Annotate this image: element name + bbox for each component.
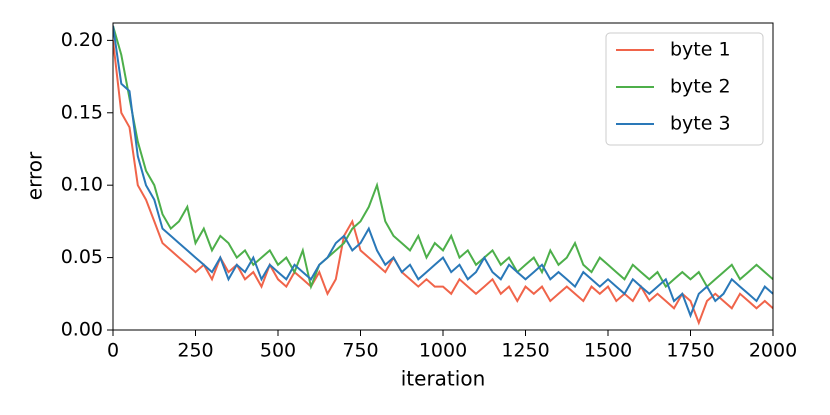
- plot-frame: [112, 22, 774, 331]
- legend-label: byte 1: [670, 39, 731, 61]
- y-tick-label: 0.10: [61, 174, 103, 196]
- x-tick-label: 1750: [666, 340, 714, 362]
- x-tick-label: 250: [177, 340, 213, 362]
- y-tick-label: 0.20: [61, 29, 103, 51]
- x-tick-label: 1250: [501, 340, 549, 362]
- x-tick-label: 1000: [419, 340, 467, 362]
- legend-box: [605, 32, 764, 146]
- y-tick-label: 0.15: [61, 101, 103, 123]
- x-axis-label: iteration: [401, 367, 486, 391]
- legend-label: byte 2: [670, 76, 731, 98]
- x-tick-label: 0: [107, 340, 119, 362]
- y-tick-label: 0.00: [61, 319, 103, 341]
- x-tick-label: 2000: [749, 340, 797, 362]
- y-tick-label: 0.05: [61, 246, 103, 268]
- x-tick-label: 1500: [584, 340, 632, 362]
- legend-label: byte 3: [670, 113, 731, 135]
- x-tick-label: 500: [260, 340, 296, 362]
- y-axis-label: error: [23, 151, 47, 200]
- line: [113, 25, 773, 319]
- x-tick-label: 750: [342, 340, 378, 362]
